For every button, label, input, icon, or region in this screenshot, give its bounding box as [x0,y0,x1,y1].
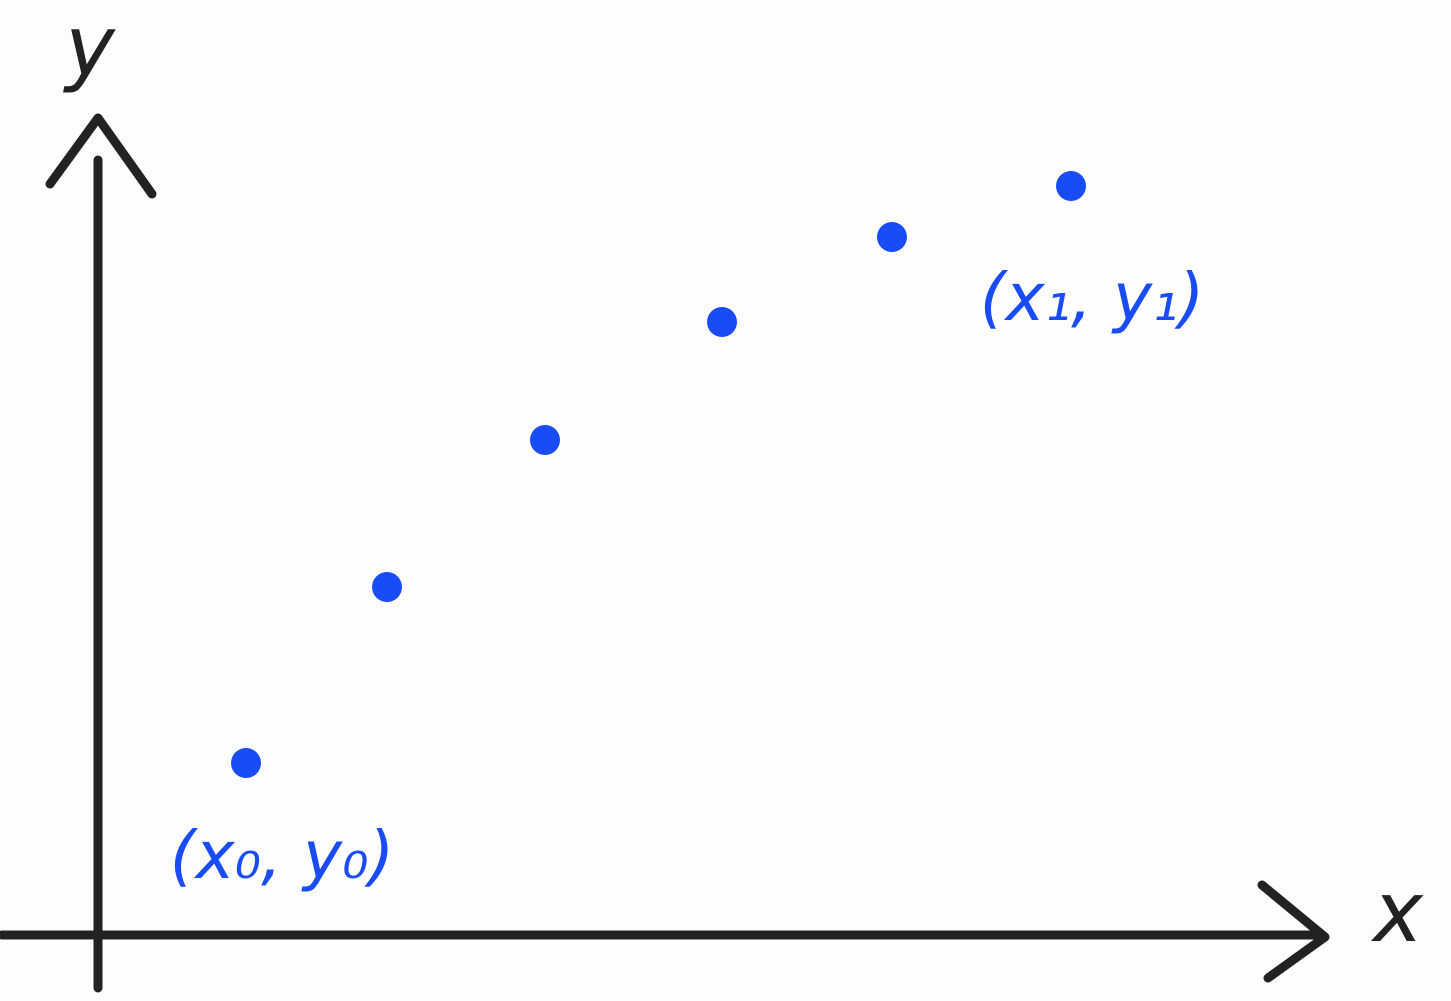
y-axis-label: y [62,0,116,95]
point-label: (x₀, y₀) [170,817,395,894]
point-label: (x₁, y₁) [980,259,1205,336]
point [231,748,261,778]
point [877,222,907,252]
x-axis-label: x [1370,863,1424,961]
point [372,572,402,602]
point [707,307,737,337]
point [530,425,560,455]
y-axis-arrow [45,113,157,199]
point [1056,171,1086,201]
x-axis-arrow [1257,880,1330,983]
